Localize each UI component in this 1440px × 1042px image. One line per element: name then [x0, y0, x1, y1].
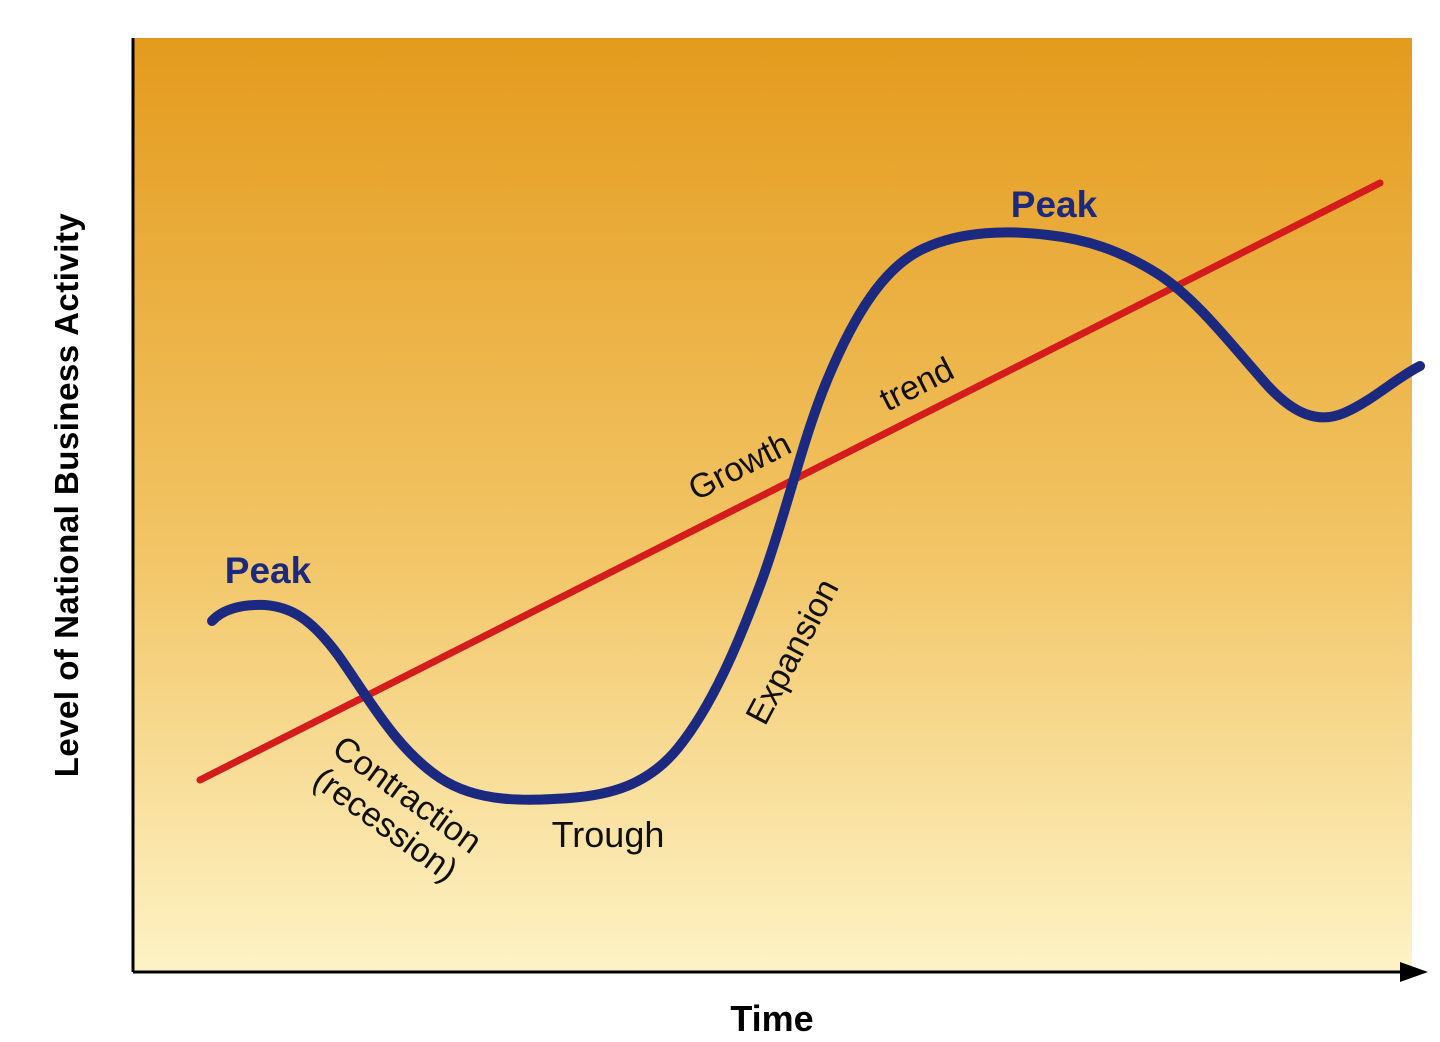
business-cycle-curve [207, 227, 1425, 805]
plot-background [134, 38, 1412, 972]
y-axis-label: Level of National Business Activity [48, 212, 85, 778]
peak-label-left: Peak [224, 550, 312, 591]
x-axis-arrow-icon [1400, 962, 1428, 982]
trough-label: Trough [551, 814, 665, 855]
x-axis-label: Time [730, 998, 814, 1039]
peak-label-right: Peak [1010, 184, 1098, 225]
